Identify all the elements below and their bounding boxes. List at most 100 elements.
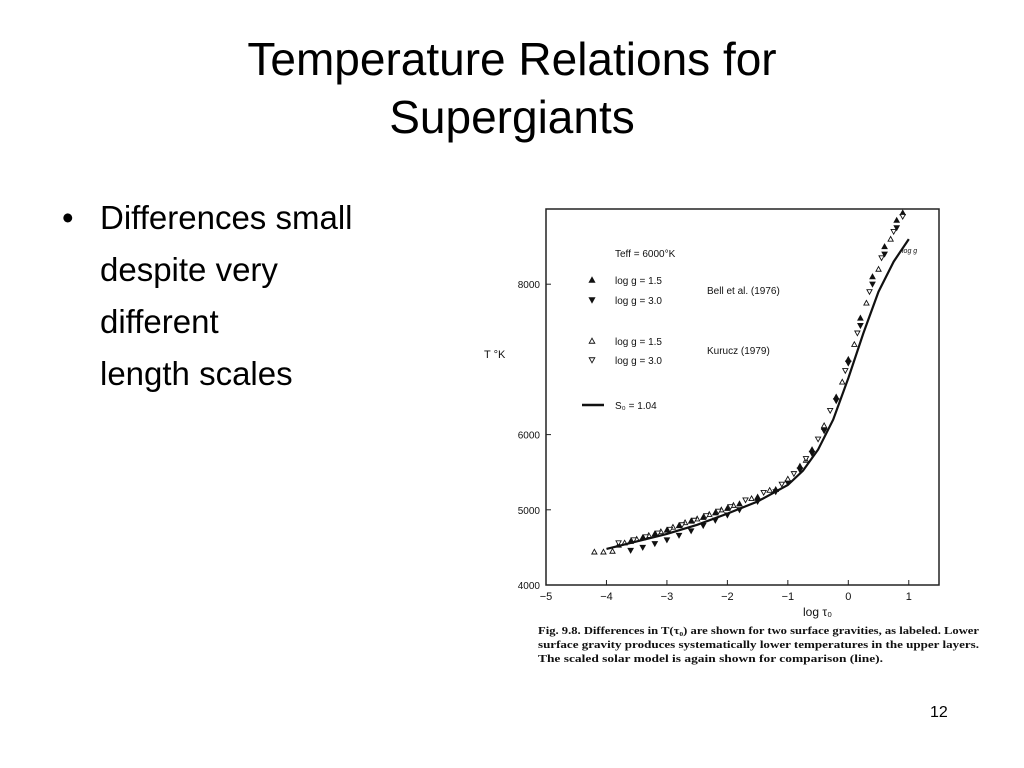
data-point-triangle-up-open [863, 299, 870, 306]
legend-entry-4: log g = 3.0 [615, 356, 662, 367]
x-tick-label: −5 [540, 591, 553, 603]
legend-symbol-triangle-up-filled [588, 276, 596, 283]
data-point-triangle-up-filled [711, 509, 719, 516]
data-point-triangle-up-open [887, 235, 894, 242]
data-point-triangle-down-open [714, 508, 722, 515]
data-point-triangle-up-open [766, 486, 774, 493]
figure-caption: Fig. 9.8. Differences in T(τ₀) are shown… [538, 626, 979, 665]
data-point-triangle-up-filled [724, 504, 731, 511]
data-point-triangle-down-open [678, 522, 686, 529]
y-axis-label: T °K [484, 349, 506, 361]
x-tick-label: −3 [661, 591, 674, 603]
data-point-triangle-down-open [690, 517, 698, 524]
data-point-triangle-down-open [866, 289, 873, 296]
legend-entry-2: log g = 3.0 [615, 296, 662, 307]
solar-model-line [606, 238, 910, 550]
data-point-triangle-up-open [838, 378, 846, 385]
x-tick-label: 1 [906, 591, 912, 603]
data-point-triangle-down-filled [844, 360, 852, 367]
data-point-triangle-down-open [890, 229, 898, 236]
data-point-triangle-up-filled [754, 493, 761, 500]
y-tick-label: 6000 [518, 431, 541, 442]
data-point-triangle-up-filled [675, 522, 683, 529]
bullet-line-2: despite very [100, 251, 278, 288]
log-g-annotation: log g [902, 248, 917, 255]
plot-frame [545, 208, 940, 586]
data-point-triangle-up-open [748, 494, 755, 502]
bullet-line-1: Differences small [100, 199, 353, 236]
x-axis-ticks: −5 −4 −3 −2 −1 0 1 [540, 580, 912, 603]
data-point-triangle-down-open [826, 408, 834, 415]
data-point-triangle-down-open [854, 330, 861, 337]
data-point-triangle-up-open [609, 547, 616, 554]
data-point-triangle-up-open [600, 548, 607, 555]
data-point-triangle-down-filled [808, 450, 816, 457]
legend-group-kurucz: Kurucz (1979) [707, 346, 770, 357]
data-point-triangle-up-open [591, 548, 598, 555]
legend: Teff = 6000°K log g = 1.5 log g = 3.0 lo… [582, 249, 780, 412]
slide-title-line-1: Temperature Relations for [247, 33, 777, 85]
data-point-triangle-down-filled [796, 467, 804, 474]
slide-title: Temperature Relations for Supergiants [0, 30, 1024, 146]
legend-symbol-triangle-down-filled [588, 297, 596, 304]
data-point-triangle-down-filled [893, 225, 901, 232]
x-tick-label: −2 [721, 591, 734, 603]
data-point-triangle-up-filled [881, 243, 888, 250]
data-point-triangle-down-open [615, 540, 622, 547]
data-point-triangle-up-filled [687, 517, 695, 524]
data-point-triangle-down-open [802, 456, 810, 463]
bullet-line-4: length scales [100, 355, 293, 392]
data-point-triangle-down-open [778, 481, 786, 488]
x-tick-label: 0 [845, 591, 851, 603]
data-point-triangle-down-open [841, 368, 849, 375]
y-tick-label: 5000 [518, 506, 541, 517]
data-series [591, 209, 910, 555]
data-point-triangle-up-filled [893, 216, 901, 223]
data-point-triangle-down-open [814, 436, 822, 443]
caption-line-1: Fig. 9.8. Differences in T(τ₀) are shown… [538, 626, 979, 637]
data-point-triangle-down-filled [857, 323, 864, 330]
legend-group-bell: Bell et al. (1976) [707, 286, 780, 297]
legend-title: Teff = 6000°K [615, 249, 676, 260]
legend-entry-1: log g = 1.5 [615, 276, 662, 287]
legend-entry-5: S₀ = 1.04 [615, 401, 657, 412]
y-axis-ticks: 4000 5000 6000 8000 [518, 280, 551, 592]
slide-number: 12 [930, 704, 948, 721]
data-point-triangle-up-open [850, 340, 858, 347]
caption-line-2: surface gravity produces systematically … [538, 640, 979, 651]
data-point-triangle-up-filled [663, 526, 671, 533]
legend-symbols [582, 276, 604, 407]
data-point-triangle-down-open [760, 489, 768, 497]
bullet-list: • Differences small despite very differe… [62, 192, 462, 400]
bullet-dot-icon: • [62, 199, 74, 236]
data-point-triangle-up-open [784, 475, 792, 482]
data-point-triangle-down-open [742, 497, 749, 504]
legend-symbol-triangle-down-open [588, 357, 596, 364]
bullet-text: Differences small despite very different… [100, 192, 352, 400]
x-tick-label: −1 [782, 591, 795, 603]
y-tick-label: 8000 [518, 280, 541, 291]
bullet-item: • Differences small despite very differe… [62, 192, 462, 400]
x-axis-label: log τ₀ [803, 605, 832, 619]
data-point-triangle-down-open [654, 530, 662, 537]
data-point-triangle-up-open [875, 265, 882, 272]
data-point-triangle-down-filled [687, 528, 695, 535]
legend-entry-3: log g = 1.5 [615, 337, 662, 348]
data-point-triangle-down-filled [651, 541, 659, 548]
x-tick-label: −4 [600, 591, 613, 603]
bullet-line-3: different [100, 303, 219, 340]
data-point-triangle-up-filled [736, 500, 743, 507]
data-point-triangle-down-open [727, 504, 734, 511]
data-point-triangle-down-open [702, 513, 710, 520]
data-point-triangle-down-filled [627, 547, 635, 554]
data-point-triangle-up-filled [857, 314, 864, 321]
data-point-triangle-down-open [630, 537, 638, 544]
data-point-triangle-up-filled [869, 273, 876, 280]
y-tick-label: 4000 [518, 581, 541, 592]
data-point-triangle-down-filled [820, 428, 828, 435]
data-point-triangle-up-open [820, 422, 828, 429]
data-point-triangle-up-filled [699, 513, 707, 520]
slide-title-line-2: Supergiants [389, 91, 635, 143]
data-point-triangle-down-open [878, 255, 885, 262]
data-point-triangle-down-filled [832, 398, 840, 405]
